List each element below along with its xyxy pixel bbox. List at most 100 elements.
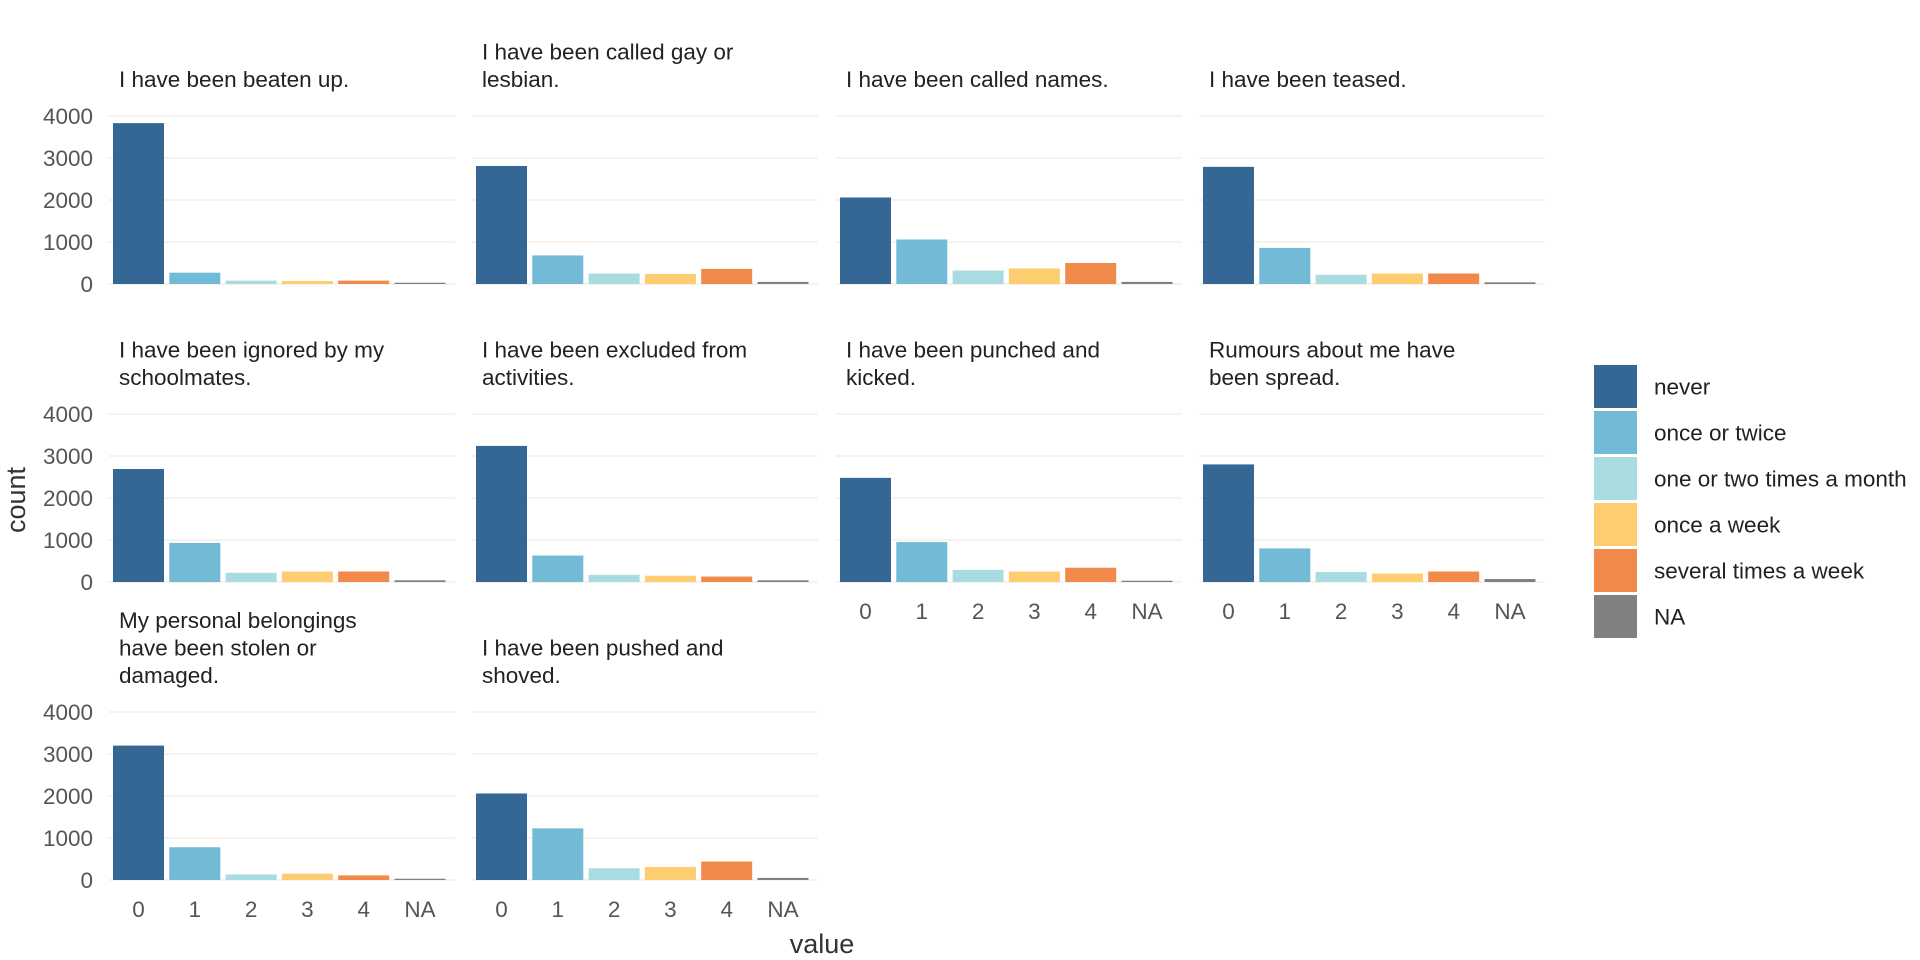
y-axis-label: count — [1, 466, 31, 533]
bar — [1065, 263, 1117, 284]
facet-title: I have been punched and kicked. — [846, 338, 1100, 391]
bar — [532, 555, 584, 582]
bar — [1484, 282, 1536, 284]
bar — [757, 877, 809, 880]
bar — [1315, 571, 1367, 582]
facet-panel: My personal belongings have been stolen o… — [43, 608, 455, 922]
legend-item: never — [1594, 365, 1711, 408]
facet-panel: I have been excluded from activities. — [472, 338, 818, 583]
bar — [1008, 571, 1060, 582]
facet-panel: I have been teased. — [1199, 67, 1545, 285]
bar — [113, 123, 164, 284]
legend-swatch — [1594, 365, 1637, 408]
x-tick-label: 3 — [1391, 599, 1404, 624]
facet-panel: I have been called gay or lesbian. — [472, 40, 818, 285]
facet-panel: Rumours about me have been spread. 0 1 2 3 4 NA — [1199, 338, 1545, 624]
x-tick-label: 1 — [1279, 599, 1292, 624]
x-tick-label: NA — [1494, 599, 1525, 624]
y-tick-label: 2000 — [43, 188, 93, 213]
x-tick-label: 1 — [189, 897, 202, 922]
y-tick-label: 3000 — [43, 146, 93, 171]
legend-item: one or two times a month — [1594, 457, 1907, 500]
x-tick-label: 4 — [1084, 599, 1097, 624]
y-tick-label: 1000 — [43, 528, 93, 553]
bar — [1315, 274, 1367, 284]
legend-swatch — [1594, 457, 1637, 500]
y-tick-label: 3000 — [43, 742, 93, 767]
bar — [532, 828, 584, 880]
bar — [896, 542, 948, 582]
y-tick-label: 0 — [80, 868, 93, 893]
x-tick-label: 3 — [1028, 599, 1041, 624]
bar — [952, 569, 1004, 582]
bar — [281, 873, 333, 880]
bar — [338, 571, 390, 582]
bar — [1065, 567, 1117, 582]
x-tick-label: 3 — [664, 897, 677, 922]
bar — [1203, 464, 1254, 582]
bar — [1484, 579, 1536, 582]
legend-item: once a week — [1594, 503, 1781, 546]
chart-panels: I have been beaten up.01000200030004000I… — [43, 40, 1545, 922]
legend-label: once a week — [1654, 513, 1781, 538]
bar — [169, 847, 221, 880]
legend-item: NA — [1594, 595, 1685, 638]
x-tick-label: NA — [1131, 599, 1162, 624]
facet-panel: I have been beaten up. 0 1000 2000 3000 4000 — [43, 67, 455, 297]
bar — [701, 268, 753, 284]
bar — [1121, 281, 1173, 284]
x-tick-label: NA — [767, 897, 798, 922]
bar — [1008, 268, 1060, 284]
bar — [952, 270, 1004, 284]
legend-item: once or twice — [1594, 411, 1787, 454]
x-tick-label: 2 — [608, 897, 621, 922]
bar — [394, 282, 446, 284]
bar — [225, 572, 277, 582]
bar — [476, 165, 527, 284]
legend-label: once or twice — [1654, 421, 1787, 446]
bar — [225, 280, 277, 284]
x-tick-label: 0 — [495, 897, 508, 922]
facet-title: I have been teased. — [1209, 67, 1407, 92]
bar — [169, 542, 221, 582]
bar — [588, 574, 640, 582]
bar — [281, 281, 333, 284]
bar — [1259, 247, 1311, 284]
x-tick-label: NA — [404, 897, 435, 922]
legend: never once or twice one or two times a mon… — [1594, 365, 1907, 638]
bar — [644, 575, 696, 582]
bar — [840, 477, 891, 582]
facet-title: I have been called names. — [846, 67, 1109, 92]
legend-swatch — [1594, 595, 1637, 638]
facet-title: I have been excluded from activities. — [482, 338, 747, 391]
legend-label: never — [1654, 375, 1711, 400]
bar — [1259, 548, 1311, 582]
facet-title: I have been pushed and shoved. — [482, 636, 723, 689]
x-tick-label: 0 — [1222, 599, 1235, 624]
bar — [1371, 573, 1423, 582]
legend-label: one or two times a month — [1654, 467, 1907, 492]
legend-swatch — [1594, 503, 1637, 546]
bar — [338, 875, 390, 880]
bar — [1203, 166, 1254, 284]
bar — [701, 861, 753, 880]
y-tick-label: 3000 — [43, 444, 93, 469]
bar — [225, 874, 277, 880]
facet-title: I have been ignored by my schoolmates. — [119, 338, 385, 391]
bar — [1121, 580, 1173, 582]
x-tick-label: 0 — [132, 897, 145, 922]
y-tick-label: 1000 — [43, 826, 93, 851]
bar — [757, 281, 809, 284]
bar — [644, 273, 696, 284]
bar — [840, 197, 891, 284]
y-tick-label: 4000 — [43, 402, 93, 427]
bar — [169, 272, 221, 284]
x-tick-label: 3 — [301, 897, 314, 922]
x-tick-label: 0 — [859, 599, 872, 624]
facet-title: I have been called gay or lesbian. — [482, 40, 734, 93]
bar — [476, 445, 527, 582]
bar — [281, 571, 333, 582]
y-tick-label: 4000 — [43, 700, 93, 725]
bar — [532, 255, 584, 284]
